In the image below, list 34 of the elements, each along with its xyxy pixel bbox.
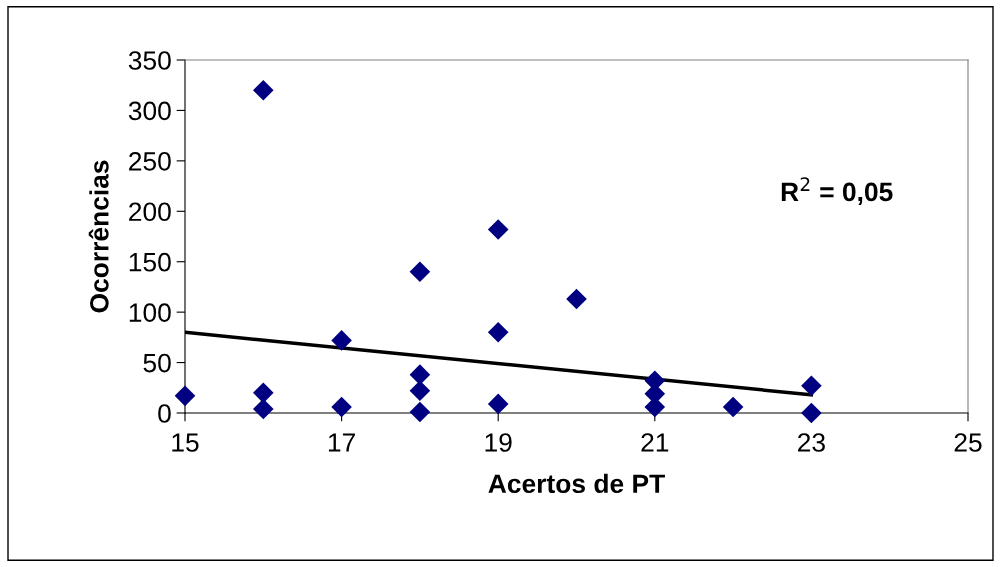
y-tick-label: 50: [143, 353, 171, 373]
y-axis-title: Ocorrências: [88, 160, 109, 313]
point: [566, 288, 587, 310]
annotation: R$^{2}$ = 0,05: [781, 177, 893, 206]
x-tick-label: 15: [172, 433, 199, 452]
point: [487, 219, 509, 240]
y-tick-label: 350: [128, 51, 171, 70]
x-axis-title: Acertos de PT: [488, 473, 665, 494]
point: [409, 401, 431, 423]
y-tick-label: 0: [158, 404, 171, 423]
point: [487, 393, 509, 415]
point: [722, 396, 744, 418]
point: [253, 382, 274, 404]
x-tick-label: 19: [485, 433, 512, 452]
point: [409, 364, 431, 385]
y-tick-label: 100: [129, 303, 171, 322]
point: [331, 330, 352, 351]
point: [801, 375, 822, 397]
point: [331, 396, 352, 418]
point: [409, 261, 431, 283]
point: [409, 380, 431, 402]
x-tick-label: 25: [954, 433, 982, 452]
point: [801, 402, 822, 424]
point: [253, 398, 274, 420]
y-tick-label: 250: [129, 151, 171, 171]
point: [253, 79, 274, 101]
x-tick-label: 21: [641, 433, 669, 452]
x-tick-label: 17: [328, 433, 355, 452]
y-tick-label: 150: [129, 252, 171, 272]
x-tick-label: 23: [798, 433, 825, 452]
y-tick-label: 300: [128, 101, 171, 121]
y-tick-label: 200: [129, 202, 171, 222]
point: [174, 385, 196, 407]
point: [487, 322, 509, 343]
